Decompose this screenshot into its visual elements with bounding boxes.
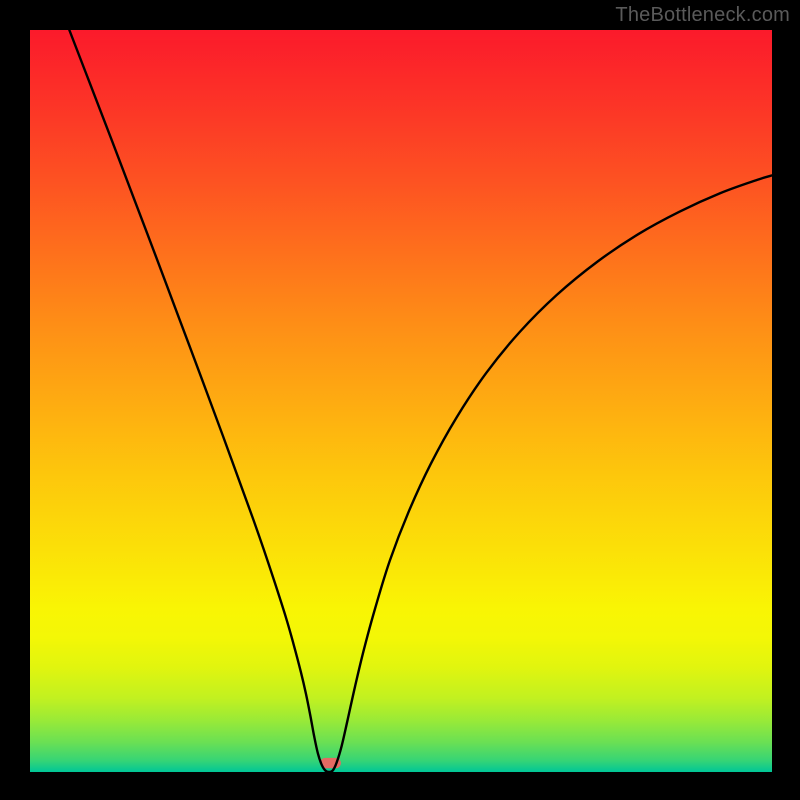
watermark-text: TheBottleneck.com <box>615 4 790 27</box>
chart-background <box>30 30 772 772</box>
chart-plot-area <box>30 30 772 772</box>
chart-svg <box>30 30 772 772</box>
